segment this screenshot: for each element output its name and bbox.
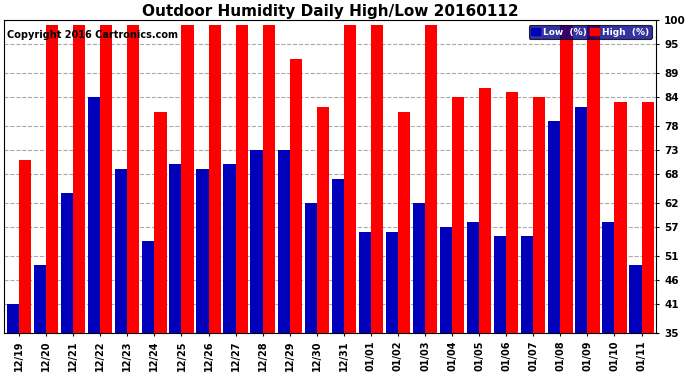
Bar	[235, 25, 248, 333]
Bar	[142, 241, 155, 333]
Bar	[642, 102, 653, 333]
Bar	[467, 222, 479, 333]
Bar	[494, 237, 506, 333]
Bar	[88, 97, 100, 333]
Bar	[169, 165, 181, 333]
Bar	[332, 179, 344, 333]
Bar	[602, 222, 615, 333]
Bar	[479, 88, 491, 333]
Bar	[61, 193, 73, 333]
Bar	[277, 150, 290, 333]
Bar	[452, 97, 464, 333]
Bar	[629, 266, 642, 333]
Bar	[224, 165, 235, 333]
Bar	[7, 304, 19, 333]
Bar	[197, 169, 208, 333]
Bar	[181, 25, 194, 333]
Legend: Low  (%), High  (%): Low (%), High (%)	[529, 25, 652, 39]
Bar	[344, 25, 356, 333]
Bar	[250, 150, 263, 333]
Bar	[398, 112, 410, 333]
Bar	[506, 92, 518, 333]
Bar	[155, 112, 166, 333]
Bar	[73, 25, 86, 333]
Bar	[19, 160, 31, 333]
Bar	[548, 121, 560, 333]
Bar	[533, 97, 546, 333]
Bar	[371, 25, 383, 333]
Bar	[100, 25, 112, 333]
Bar	[615, 102, 627, 333]
Bar	[386, 232, 398, 333]
Bar	[304, 203, 317, 333]
Bar	[413, 203, 425, 333]
Bar	[425, 25, 437, 333]
Bar	[115, 169, 128, 333]
Bar	[128, 25, 139, 333]
Bar	[317, 107, 329, 333]
Bar	[263, 25, 275, 333]
Bar	[290, 59, 302, 333]
Bar	[34, 266, 46, 333]
Bar	[359, 232, 371, 333]
Title: Outdoor Humidity Daily High/Low 20160112: Outdoor Humidity Daily High/Low 20160112	[142, 4, 519, 19]
Bar	[440, 227, 452, 333]
Bar	[560, 25, 573, 333]
Bar	[587, 25, 600, 333]
Text: Copyright 2016 Cartronics.com: Copyright 2016 Cartronics.com	[8, 30, 179, 40]
Bar	[575, 107, 587, 333]
Bar	[46, 25, 58, 333]
Bar	[208, 25, 221, 333]
Bar	[521, 237, 533, 333]
